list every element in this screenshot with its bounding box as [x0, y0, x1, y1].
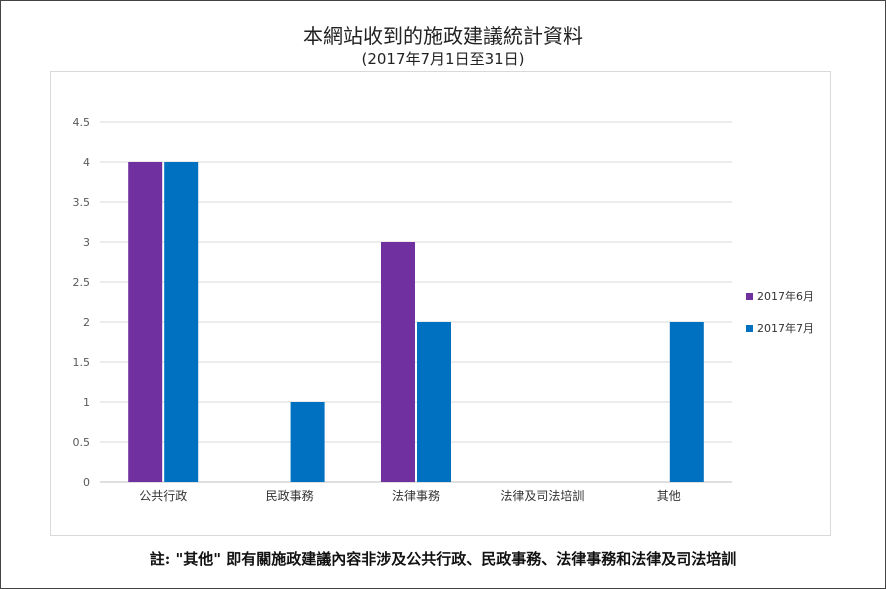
legend-swatch [746, 293, 753, 300]
legend-label: 2017年6月 [757, 289, 814, 303]
y-tick-label: 1.5 [73, 356, 91, 369]
bars [128, 162, 704, 482]
y-tick-label: 4 [83, 156, 90, 169]
footnote: 註: "其他" 即有關施政建議內容非涉及公共行政、民政事務、法律事務和法律及司法… [149, 550, 737, 568]
legend-label: 2017年7月 [757, 321, 814, 335]
x-tick-label: 其他 [657, 489, 681, 503]
bar [128, 162, 163, 482]
x-tick-label: 法律及司法培訓 [500, 488, 584, 503]
y-tick-label: 2.5 [73, 276, 91, 289]
x-axis-tick-labels: 公共行政 民政事務 法律事務 法律及司法培訓 其他 [139, 488, 681, 503]
y-tick-label: 3.5 [73, 196, 91, 209]
x-tick-label: 公共行政 [139, 489, 187, 503]
y-tick-label: 0 [83, 476, 90, 489]
x-tick-label: 民政事務 [266, 489, 314, 503]
bar [669, 322, 704, 482]
y-tick-label: 0.5 [73, 436, 91, 449]
y-tick-label: 2 [83, 316, 90, 329]
y-tick-label: 4.5 [73, 116, 91, 129]
bar [290, 402, 325, 482]
chart-title: 本網站收到的施政建議統計資料 [303, 24, 583, 48]
x-tick-label: 法律事務 [392, 489, 440, 503]
y-axis-tick-labels: 0 0.5 1 1.5 2 2.5 3 3.5 4 4.5 [73, 116, 91, 489]
legend: 2017年6月 2017年7月 [746, 289, 814, 335]
bar [164, 162, 199, 482]
gridlines [100, 121, 732, 483]
bar [417, 322, 451, 482]
y-tick-label: 3 [83, 236, 90, 249]
y-tick-label: 1 [83, 396, 90, 409]
bar [381, 242, 415, 482]
legend-swatch [746, 325, 753, 332]
chart-subtitle: (2017年7月1日至31日) [361, 50, 525, 68]
plot-area-border [50, 71, 831, 536]
